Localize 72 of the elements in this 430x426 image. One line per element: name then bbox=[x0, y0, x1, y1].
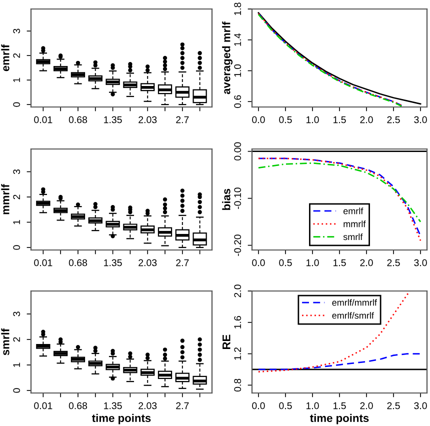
x-tick-label: 1.0 bbox=[306, 116, 319, 124]
y-tick-label: 2 bbox=[13, 53, 20, 58]
y-axis-title: mmrlf bbox=[1, 184, 10, 214]
x-tick-label: 3.0 bbox=[414, 402, 427, 410]
x-tick-label: 0.5 bbox=[279, 402, 292, 410]
x-tick-label: 0.68 bbox=[68, 259, 88, 266]
y-tick-label: 0 bbox=[13, 245, 20, 250]
x-tick-label: 1.35 bbox=[104, 116, 122, 124]
y-tick-label: 1.8 bbox=[234, 2, 242, 16]
y-tick-label: 1 bbox=[13, 220, 20, 224]
y-tick-label: 1.6 bbox=[234, 316, 242, 328]
y-tick-label: 2 bbox=[13, 194, 20, 200]
x-tick-label: 0.01 bbox=[34, 402, 52, 410]
x-tick-label: 2.5 bbox=[387, 116, 400, 124]
x-tick-label: 2.0 bbox=[360, 402, 373, 410]
x-tick-label: 2.7 bbox=[176, 259, 189, 266]
y-tick-label: 0.8 bbox=[234, 378, 242, 392]
y-tick-label: 2.0 bbox=[234, 284, 242, 298]
x-tick-label: 2.03 bbox=[138, 402, 157, 410]
x-axis-title: time points bbox=[310, 414, 369, 424]
y-tick-label: 3 bbox=[13, 28, 20, 34]
x-tick-label: 2.5 bbox=[387, 259, 400, 266]
legend-label: smrlf bbox=[343, 233, 363, 240]
x-tick-label: 2.0 bbox=[360, 116, 373, 124]
x-tick-label: 2.5 bbox=[387, 402, 400, 410]
x-tick-label: 0.68 bbox=[68, 116, 88, 124]
x-tick-label: 2.0 bbox=[360, 259, 373, 266]
x-tick-label: 0.5 bbox=[279, 116, 292, 124]
x-tick-label: 0.0 bbox=[252, 402, 265, 410]
y-tick-label: 1 bbox=[13, 78, 20, 82]
legend-label: emrlf bbox=[344, 208, 364, 214]
x-tick-label: 1.0 bbox=[306, 259, 319, 266]
x-tick-label: 1.5 bbox=[333, 259, 346, 266]
y-tick-label: 1 bbox=[13, 362, 20, 367]
x-tick-label: 0.01 bbox=[34, 116, 52, 124]
x-tick-label: 0.01 bbox=[34, 259, 52, 266]
y-tick-label: -0.10 bbox=[234, 188, 242, 209]
x-tick-label: 2.7 bbox=[176, 116, 189, 124]
y-axis-title: bias bbox=[222, 188, 230, 210]
y-tick-label: 1.2 bbox=[234, 348, 241, 360]
x-tick-label: 0.5 bbox=[279, 259, 292, 266]
y-axis-title: smrlf bbox=[1, 328, 10, 356]
x-tick-label: 2.03 bbox=[138, 116, 157, 124]
y-tick-label: 1.4 bbox=[234, 33, 241, 46]
y-tick-label: 3 bbox=[13, 169, 20, 174]
y-tick-label: -0.20 bbox=[234, 234, 242, 256]
y-tick-label: 0 bbox=[13, 388, 20, 393]
y-tick-label: 3 bbox=[13, 312, 20, 316]
x-tick-label: 1.5 bbox=[333, 116, 346, 124]
x-tick-label: 1.5 bbox=[333, 402, 346, 410]
legend-label: mmrlf bbox=[344, 220, 366, 228]
x-tick-label: 1.0 bbox=[306, 402, 319, 410]
y-tick-label: 0 bbox=[13, 102, 20, 107]
y-axis-title: emrlf bbox=[1, 44, 10, 72]
x-tick-label: 2.7 bbox=[176, 402, 189, 410]
y-tick-label: 0.00 bbox=[234, 142, 242, 160]
y-tick-label: 2 bbox=[13, 337, 20, 342]
y-tick-label: 1.0 bbox=[234, 64, 242, 77]
x-tick-label: 0.0 bbox=[252, 259, 265, 266]
x-tick-label: 0.0 bbox=[252, 116, 265, 124]
legend-label: emrlf/mmrlf bbox=[332, 299, 377, 306]
x-tick-label: 3.0 bbox=[414, 116, 427, 124]
x-axis-title: time points bbox=[92, 414, 151, 424]
x-tick-label: 1.35 bbox=[104, 402, 122, 410]
x-tick-label: 3.0 bbox=[414, 259, 427, 266]
x-tick-label: 0.68 bbox=[68, 402, 88, 410]
x-tick-label: 1.35 bbox=[104, 259, 122, 266]
legend-label: emrlf/smrlf bbox=[332, 312, 374, 319]
x-tick-label: 2.03 bbox=[138, 259, 157, 266]
y-axis-title: averaged mrlf bbox=[222, 22, 233, 94]
y-axis-title: RE bbox=[222, 334, 230, 349]
y-tick-label: 0.6 bbox=[234, 95, 242, 108]
